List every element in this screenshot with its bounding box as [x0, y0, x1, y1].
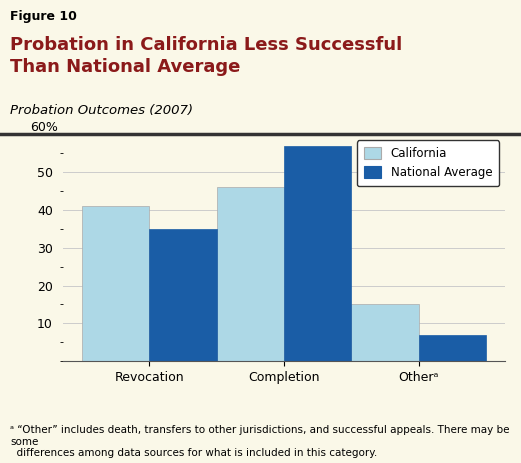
Text: Figure 10: Figure 10 [10, 10, 77, 23]
Text: Probation Outcomes (2007): Probation Outcomes (2007) [10, 104, 193, 117]
Legend: California, National Average: California, National Average [356, 140, 500, 186]
Text: ᵃ “Other” includes death, transfers to other jurisdictions, and successful appea: ᵃ “Other” includes death, transfers to o… [10, 425, 510, 458]
Bar [217, 187, 284, 361]
Bar [149, 229, 217, 361]
Text: 60%: 60% [30, 121, 58, 134]
Bar [82, 206, 149, 361]
Bar [284, 145, 351, 361]
Text: Probation in California Less Successful
Than National Average: Probation in California Less Successful … [10, 36, 403, 76]
Bar [351, 305, 419, 361]
Bar [419, 335, 486, 361]
